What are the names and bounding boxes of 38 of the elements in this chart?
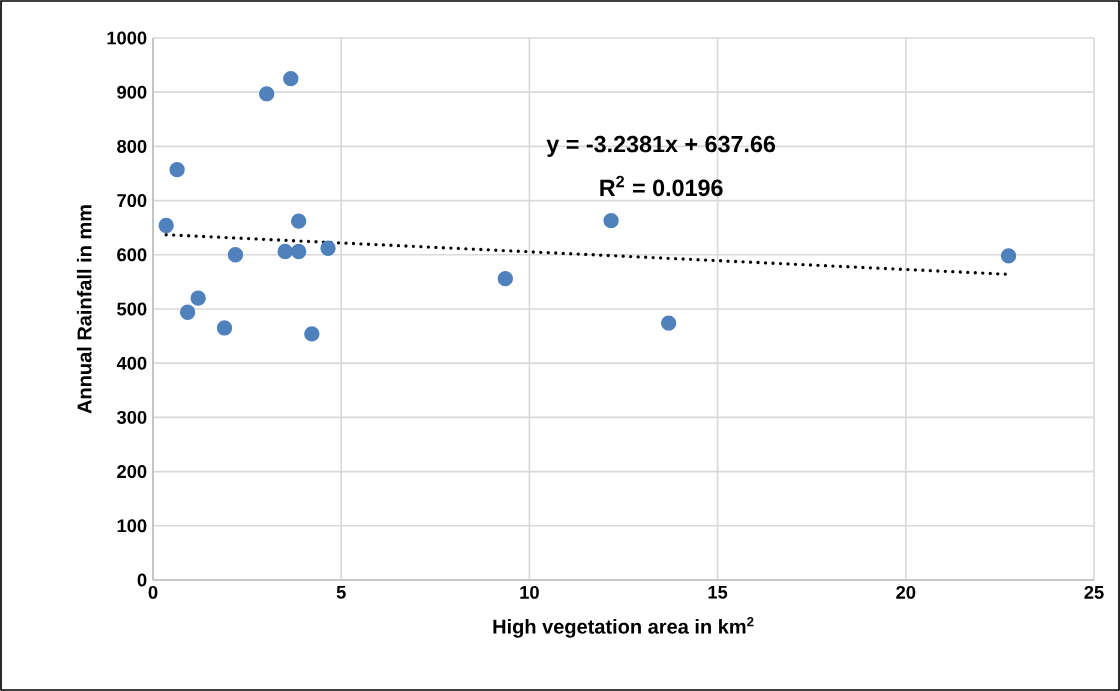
x-tick-label: 15	[708, 585, 728, 599]
y-tick-label: 200	[117, 465, 147, 479]
x-axis-title: High vegetation area in km$^{2}$	[493, 616, 754, 638]
x-tick-label: 0	[148, 585, 158, 599]
point	[661, 315, 677, 331]
y-axis-title: Annual Rainfall in mm	[76, 205, 92, 414]
y-tick-label: 600	[117, 248, 147, 262]
point	[304, 326, 320, 342]
point	[291, 243, 307, 260]
point	[216, 320, 233, 336]
annotation: y = -3.2381x + 637.66	[546, 135, 776, 157]
y-tick-label: 700	[117, 194, 147, 208]
y-tick-label: 400	[116, 356, 147, 370]
y-tick-label: 800	[117, 139, 147, 153]
y-tick-label: 500	[117, 302, 147, 316]
point	[320, 240, 336, 256]
point	[277, 243, 293, 260]
point	[179, 304, 196, 320]
x-tick-label: 20	[896, 585, 916, 599]
y-tick-label: 1000	[107, 31, 147, 45]
y-tick-label: 900	[117, 85, 147, 99]
point	[158, 217, 174, 234]
x-tick-label: 10	[520, 585, 539, 599]
point	[283, 70, 299, 87]
annotation: R$^{2}$ = 0.0196	[600, 175, 723, 197]
point	[169, 162, 185, 178]
y-tick-label: 300	[116, 410, 147, 424]
y-tick-label: 100	[117, 519, 147, 533]
point	[497, 270, 513, 287]
x-tick-label: 25	[1084, 585, 1104, 599]
point	[227, 247, 244, 263]
y-tick-label: 0	[137, 573, 147, 587]
point	[1000, 248, 1017, 264]
point	[291, 213, 307, 229]
point	[603, 212, 619, 229]
x-tick-label: 5	[336, 585, 346, 599]
point	[259, 86, 275, 102]
point	[190, 290, 206, 306]
